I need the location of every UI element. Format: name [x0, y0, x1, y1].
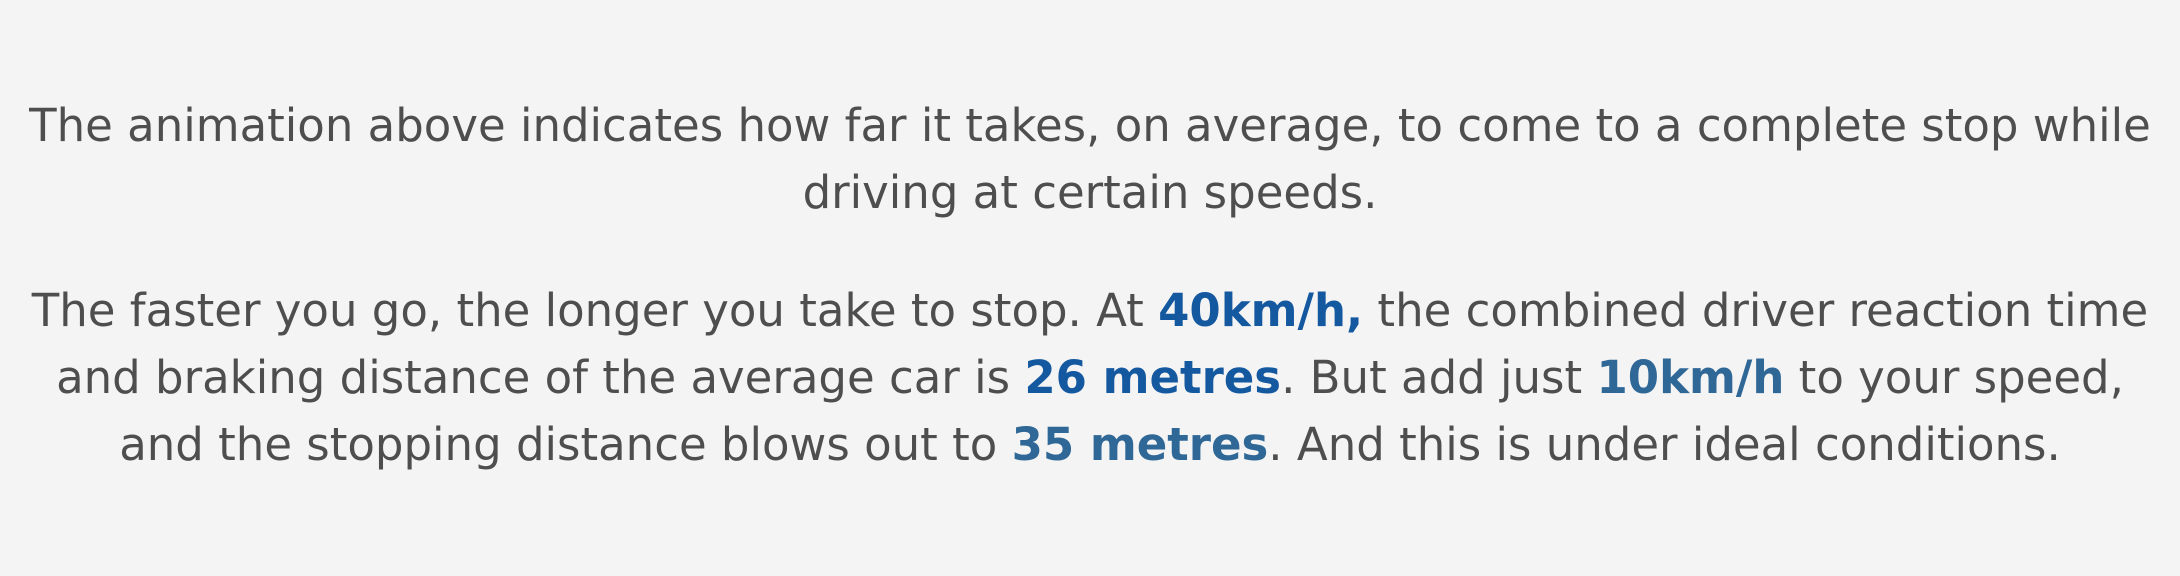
paragraph-text-4: to your speed, and the stopping distance… — [119, 351, 2124, 471]
paragraph-text-2: the combined driver reaction time and br… — [56, 284, 2149, 404]
intro-text: The animation above indicates how far it… — [29, 99, 2151, 219]
paragraph-text-1: The faster you go, the longer you take t… — [31, 284, 1159, 337]
paragraph-text-5: . And this is under ideal conditions. — [1268, 418, 2061, 471]
speed-10-highlight: 10km/h — [1596, 351, 1785, 404]
intro-paragraph: The animation above indicates how far it… — [22, 92, 2158, 226]
distance-26-highlight: 26 metres — [1024, 351, 1282, 404]
paragraph-text-3: . But add just — [1281, 351, 1597, 404]
distance-35-highlight: 35 metres — [1011, 418, 1269, 471]
stopping-distance-paragraph: The faster you go, the longer you take t… — [22, 277, 2158, 478]
speed-40-highlight: 40km/h, — [1158, 284, 1364, 337]
